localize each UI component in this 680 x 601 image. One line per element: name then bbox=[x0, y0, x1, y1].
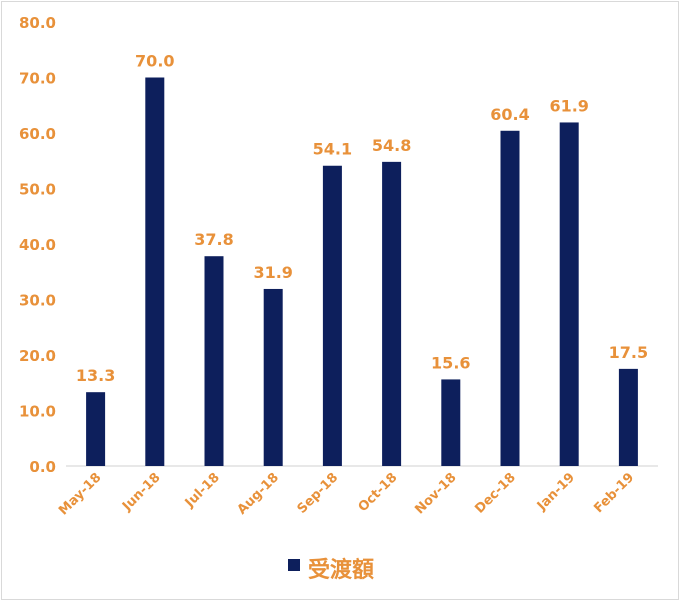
bar bbox=[618, 368, 638, 466]
bars bbox=[86, 77, 638, 467]
x-axis-ticks: May-18 Jun-18 Jul-18 Aug-18 Sep-18 Oct-18 Nov-… bbox=[56, 470, 637, 518]
data-labels: 13.3 70.0 37.8 31.9 54.1 54.8 15.6 60.4 61.9 17.5 bbox=[76, 52, 648, 386]
x-tick-label: Dec-18 bbox=[472, 470, 519, 517]
bar bbox=[382, 161, 402, 467]
data-label: 31.9 bbox=[253, 263, 292, 282]
data-label: 15.6 bbox=[431, 353, 470, 372]
bar bbox=[500, 130, 520, 466]
y-tick-label: 80.0 bbox=[19, 14, 56, 32]
bar bbox=[204, 256, 224, 466]
legend: 受渡額 bbox=[288, 557, 374, 583]
bar bbox=[145, 77, 165, 466]
y-tick-label: 20.0 bbox=[19, 347, 56, 365]
data-label: 60.4 bbox=[490, 105, 529, 124]
x-tick-label: Nov-18 bbox=[412, 470, 459, 517]
y-tick-label: 10.0 bbox=[19, 403, 56, 421]
x-tick-label: Aug-18 bbox=[235, 470, 282, 517]
bar bbox=[441, 379, 461, 466]
x-tick-label: Jul-18 bbox=[182, 470, 223, 511]
x-tick-label: Oct-18 bbox=[356, 470, 401, 515]
x-tick-label: Jan-19 bbox=[534, 470, 578, 514]
y-tick-label: 30.0 bbox=[19, 292, 56, 310]
data-label: 70.0 bbox=[135, 52, 174, 71]
x-tick-label: Feb-19 bbox=[591, 470, 637, 516]
bar bbox=[559, 122, 579, 466]
bar bbox=[86, 392, 106, 466]
x-tick-label: Jun-18 bbox=[119, 470, 163, 514]
bar bbox=[263, 288, 283, 466]
x-tick-label: Sep-18 bbox=[295, 470, 342, 517]
legend-swatch bbox=[288, 559, 300, 571]
data-label: 61.9 bbox=[549, 96, 588, 115]
y-axis-ticks: 0.0 10.0 20.0 30.0 40.0 50.0 60.0 70.0 80.0 bbox=[19, 14, 56, 476]
legend-label: 受渡額 bbox=[308, 557, 374, 583]
y-tick-label: 40.0 bbox=[19, 236, 56, 254]
data-label: 37.8 bbox=[194, 230, 233, 249]
y-tick-label: 60.0 bbox=[19, 125, 56, 143]
y-tick-label: 0.0 bbox=[29, 458, 56, 476]
data-label: 17.5 bbox=[609, 343, 648, 362]
bar bbox=[322, 165, 342, 466]
y-tick-label: 50.0 bbox=[19, 181, 56, 199]
data-label: 54.1 bbox=[313, 140, 352, 159]
y-tick-label: 70.0 bbox=[19, 70, 56, 88]
x-tick-label: May-18 bbox=[56, 470, 104, 518]
data-label: 13.3 bbox=[76, 366, 115, 385]
data-label: 54.8 bbox=[372, 136, 411, 155]
